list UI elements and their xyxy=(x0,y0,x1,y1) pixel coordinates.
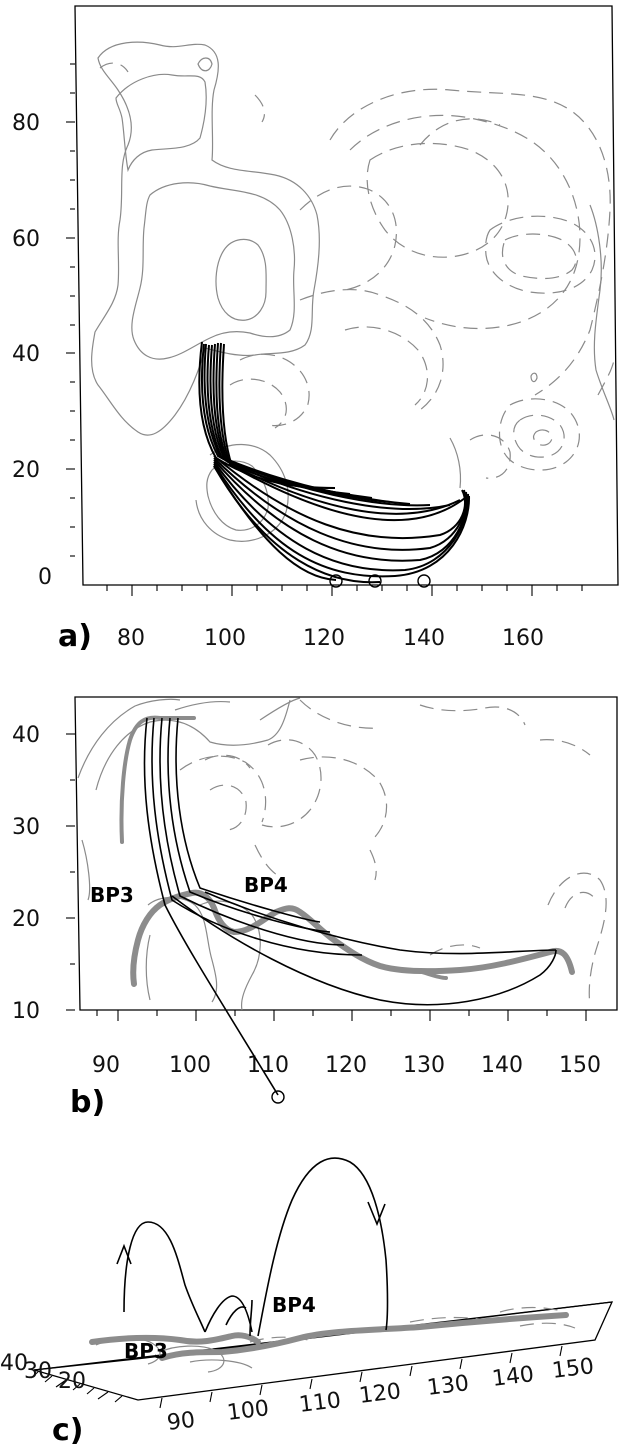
panel-c-annotation-bp3: BP3 xyxy=(124,1339,168,1363)
panel-b-xtick-120: 120 xyxy=(325,1053,367,1078)
panel-c-xtick-130: 130 xyxy=(426,1371,471,1401)
panel-c-ytick-40: 40 xyxy=(0,1351,28,1376)
panel-a: 80 60 40 20 0 80 100 120 140 160 a) xyxy=(12,5,619,654)
panel-b-ytick-10: 10 xyxy=(12,999,40,1024)
panel-b-frame xyxy=(74,696,618,1011)
panel-b-y-ticks xyxy=(66,733,75,1011)
panel-c-xtick-110: 110 xyxy=(298,1388,343,1418)
panel-c-pil-lines xyxy=(89,1312,569,1361)
panel-a-ytick-60: 60 xyxy=(12,227,40,252)
panel-a-ytick-80: 80 xyxy=(12,111,40,136)
panel-b-xtick-130: 130 xyxy=(403,1053,445,1078)
panel-a-negative-contours xyxy=(99,62,615,479)
panel-a-ytick-0: 0 xyxy=(38,565,52,590)
panel-c-xtick-100: 100 xyxy=(226,1396,271,1426)
panel-b-field-lines xyxy=(143,717,557,1096)
panel-a-xtick-140: 140 xyxy=(403,626,445,651)
panel-a-xtick-120: 120 xyxy=(303,626,345,651)
panel-a-xtick-80: 80 xyxy=(117,626,145,651)
panel-b-ytick-30: 30 xyxy=(12,815,40,840)
panel-c-label: c) xyxy=(52,1413,84,1445)
panel-a-x-ticks xyxy=(106,585,583,596)
panel-a-y-ticks xyxy=(66,63,75,557)
panel-b-xtick-150: 150 xyxy=(559,1053,601,1078)
panel-a-ytick-20: 20 xyxy=(12,458,40,483)
panel-c-ytick-20: 20 xyxy=(58,1369,86,1394)
panel-c-depth-ticks xyxy=(30,1371,123,1403)
panel-b-ytick-20: 20 xyxy=(12,907,40,932)
panel-b-xtick-110: 110 xyxy=(247,1053,289,1078)
panel-a-ytick-40: 40 xyxy=(12,342,40,367)
panel-c-ytick-30: 30 xyxy=(24,1359,52,1384)
panel-a-label: a) xyxy=(58,619,92,654)
panel-c-arrow-up xyxy=(116,1243,132,1265)
panel-b-xtick-100: 100 xyxy=(169,1053,211,1078)
panel-c-arrow-down xyxy=(367,1201,386,1227)
panel-c-xtick-150: 150 xyxy=(551,1354,596,1384)
panel-c-xtick-90: 90 xyxy=(166,1408,197,1436)
panel-b-xtick-90: 90 xyxy=(92,1053,120,1078)
panel-a-frame xyxy=(74,5,619,586)
panel-c: 40 30 20 90 100 110 120 130 140 150 c) xyxy=(0,1157,614,1445)
panel-c-field-lines xyxy=(116,1157,389,1337)
panel-a-footpoint-markers xyxy=(329,574,431,588)
panel-b-footpoint-marker xyxy=(271,1090,285,1104)
panel-b-xtick-140: 140 xyxy=(481,1053,523,1078)
panel-b-negative-contours xyxy=(179,699,607,1006)
panel-b: 40 30 20 10 90 100 110 120 130 140 150 b… xyxy=(12,696,618,1120)
panel-a-xtick-100: 100 xyxy=(204,626,246,651)
panel-a-field-lines xyxy=(198,341,471,584)
panel-b-pil-lines xyxy=(119,715,575,987)
panel-c-annotation-bp4: BP4 xyxy=(272,1293,316,1317)
panel-a-xtick-160: 160 xyxy=(502,626,544,651)
panel-c-xtick-140: 140 xyxy=(491,1362,536,1392)
panel-b-label: b) xyxy=(70,1085,105,1120)
panel-a-positive-contours xyxy=(91,41,615,542)
panel-b-annotation-bp3: BP3 xyxy=(90,883,134,907)
panel-c-plane xyxy=(33,1301,614,1401)
panel-b-x-ticks xyxy=(96,1010,587,1021)
panel-c-x-ticks xyxy=(159,1345,563,1409)
panel-b-ytick-40: 40 xyxy=(12,723,40,748)
panel-b-annotation-bp4: BP4 xyxy=(244,873,288,897)
panel-c-xtick-120: 120 xyxy=(358,1379,403,1409)
